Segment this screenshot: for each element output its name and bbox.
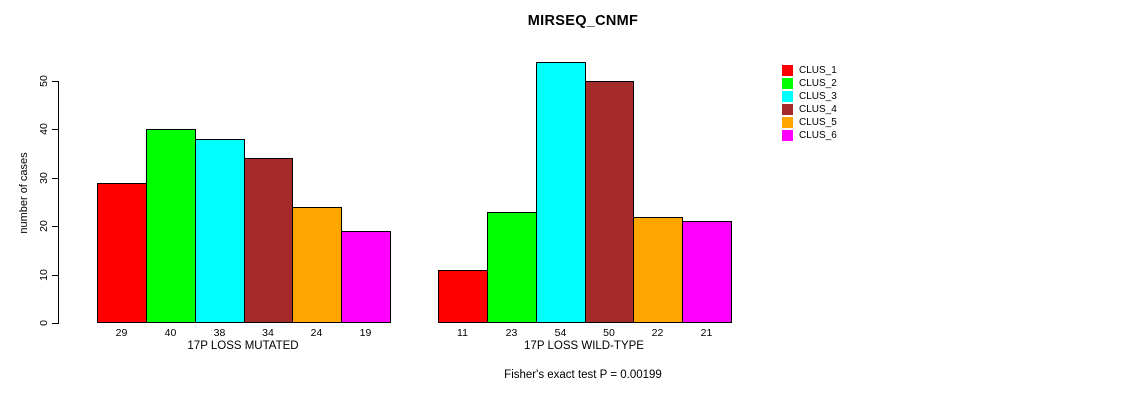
legend-item: CLUS_3 (782, 90, 837, 103)
bar-value-label: 38 (213, 327, 226, 339)
y-axis-tick (52, 323, 58, 324)
y-axis-tick-label: 0 (38, 320, 50, 326)
legend-item-label: CLUS_5 (799, 117, 837, 128)
y-axis-line (58, 81, 60, 324)
y-axis-tick (52, 81, 58, 82)
y-axis-tick-label: 50 (38, 75, 50, 87)
bar-clus_4-group1 (244, 158, 293, 323)
bar-value-label: 50 (603, 327, 615, 339)
bar-clus_2-group1 (146, 129, 196, 323)
bar-value-label: 23 (505, 327, 518, 339)
bar-value-label: 40 (164, 327, 177, 339)
y-axis-tick (52, 226, 58, 227)
legend: CLUS_1 CLUS_2 CLUS_3 CLUS_4 CLUS_5 CLUS_6 (782, 64, 837, 142)
bar-value-label: 19 (359, 327, 372, 339)
bar-clus_6-group2 (682, 221, 732, 323)
bar-value-label: 21 (700, 327, 713, 339)
bar-clus_2-group2 (487, 211, 537, 323)
bar-clus_3-group2 (536, 61, 586, 323)
legend-item: CLUS_6 (782, 129, 837, 142)
legend-item-label: CLUS_6 (799, 130, 837, 141)
legend-item: CLUS_1 (782, 64, 837, 77)
legend-item-label: CLUS_4 (799, 104, 837, 115)
legend-item-label: CLUS_1 (799, 65, 837, 76)
bar-clus_5-group1 (292, 206, 342, 323)
bar-value-label: 54 (554, 327, 567, 339)
fisher-test-annotation: Fisher's exact test P = 0.00199 (504, 369, 662, 381)
bar-value-label: 11 (457, 327, 468, 339)
legend-item: CLUS_4 (782, 103, 837, 116)
y-axis-tick-label: 10 (38, 269, 50, 281)
legend-swatch-clus_2 (782, 78, 793, 89)
chart-title: MIRSEQ_CNMF (527, 13, 639, 29)
y-axis-tick (52, 129, 58, 130)
bar-clus_5-group2 (633, 216, 683, 323)
legend-item-label: CLUS_3 (799, 91, 837, 102)
bar-clus_3-group1 (195, 139, 245, 323)
legend-swatch-clus_4 (782, 104, 793, 115)
legend-item: CLUS_5 (782, 116, 837, 129)
bar-value-label: 22 (651, 327, 664, 339)
legend-swatch-clus_5 (782, 117, 793, 128)
legend-item: CLUS_2 (782, 77, 837, 90)
bar-value-label: 24 (310, 327, 323, 339)
legend-swatch-clus_1 (782, 65, 793, 76)
legend-swatch-clus_6 (782, 130, 793, 141)
legend-item-label: CLUS_2 (799, 78, 837, 89)
bar-clus_6-group1 (341, 231, 391, 323)
bar-clus_4-group2 (585, 81, 634, 323)
legend-swatch-clus_3 (782, 91, 793, 102)
x-axis-label-mutated: 17P LOSS MUTATED (187, 340, 299, 352)
x-axis-label-wild-type: 17P LOSS WILD-TYPE (524, 340, 644, 352)
y-axis-tick-label: 30 (38, 172, 50, 184)
bar-value-label: 34 (262, 327, 274, 339)
bar-clus_1-group1 (97, 182, 147, 323)
bar-clus_1-group2 (438, 269, 488, 323)
y-axis-title: number of cases (18, 152, 30, 234)
y-axis-tick (52, 178, 58, 179)
y-axis-tick-label: 20 (38, 220, 50, 232)
y-axis-tick (52, 275, 58, 276)
y-axis-tick-label: 40 (38, 123, 50, 135)
bar-value-label: 29 (115, 327, 128, 339)
